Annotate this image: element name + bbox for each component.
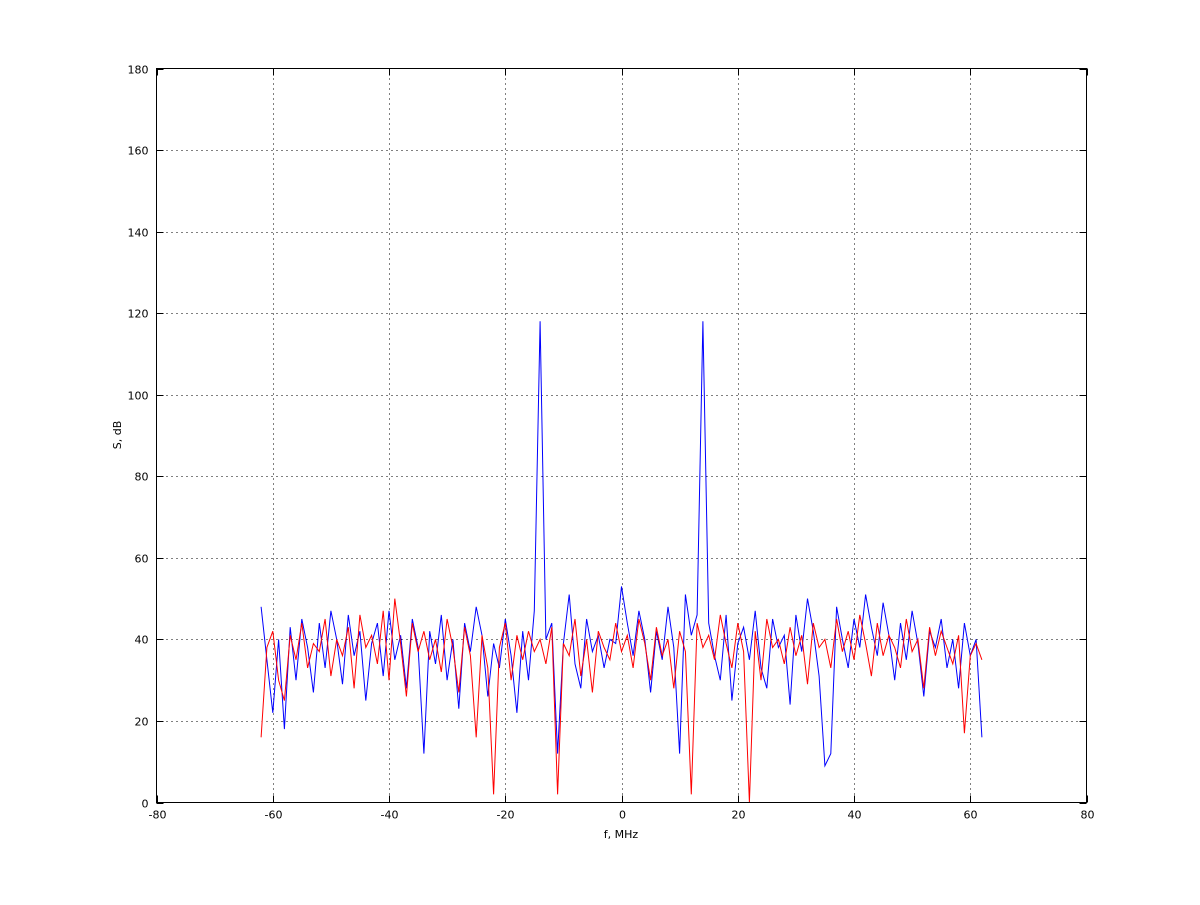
x-tick-label: -80	[149, 809, 167, 822]
y-tick-label: 60	[135, 553, 149, 566]
y-tick-label: 140	[128, 227, 149, 240]
grid	[156, 68, 1087, 803]
y-tick-label: 40	[135, 634, 149, 647]
y-tick-label: 180	[128, 64, 149, 77]
x-tick-label: 20	[732, 809, 746, 822]
y-tick-label: 120	[128, 308, 149, 321]
x-tick-label: 40	[848, 809, 862, 822]
x-tick-label: 80	[1081, 809, 1095, 822]
x-tick-label: -40	[381, 809, 399, 822]
y-tick-label: 160	[128, 145, 149, 158]
y-tick-label: 0	[142, 798, 149, 811]
y-axis-label: S, dB	[111, 421, 124, 450]
series-line-1	[260, 598, 983, 803]
x-tick-label: -20	[497, 809, 515, 822]
ticks: -80 -60 -40 -20 0 20 40 60 80 0 20 40 60 80 100 120 140 1…	[128, 64, 1095, 822]
plot-frame	[156, 68, 1087, 803]
y-tick-label: 80	[135, 471, 149, 484]
x-axis-label: f, MHz	[604, 828, 639, 841]
series-line-0	[260, 321, 983, 768]
series-group	[260, 321, 983, 803]
x-tick-label: 0	[619, 809, 626, 822]
y-tick-label: 20	[135, 716, 149, 729]
x-tick-label: 60	[964, 809, 978, 822]
y-tick-label: 100	[128, 390, 149, 403]
x-tick-label: -60	[265, 809, 283, 822]
